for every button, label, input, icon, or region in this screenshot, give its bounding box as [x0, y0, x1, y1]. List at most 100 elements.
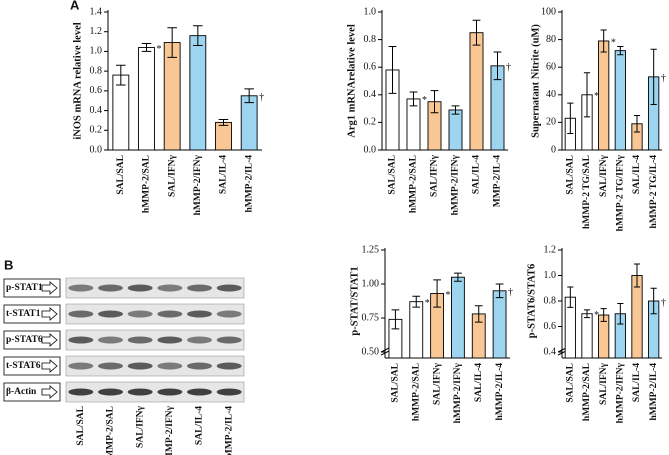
y-tick-label: 0.2: [364, 117, 377, 128]
x-tick-label: SAL/SAL: [391, 363, 401, 403]
significance-mark: *: [446, 290, 451, 301]
significance-mark: *: [422, 95, 427, 106]
error-bar: [474, 305, 483, 323]
lane-label: hMMP-2/IFNγ: [165, 405, 175, 455]
y-tick-label: 0.4: [90, 105, 103, 116]
error-bar: [451, 105, 460, 115]
band: [127, 336, 153, 344]
error-bar: [430, 90, 439, 114]
bar: [469, 32, 484, 151]
bar: [614, 50, 626, 151]
significance-mark: *: [425, 298, 430, 309]
band: [216, 284, 242, 292]
significance-mark: *: [611, 37, 616, 48]
error-bar: [583, 309, 591, 319]
blot-strip: [65, 381, 245, 403]
label-box: [3, 382, 61, 402]
band: [157, 284, 183, 292]
blot-strip: [65, 303, 245, 325]
x-tick-label: MMP-2/IL-4: [493, 155, 503, 207]
arrow: [41, 307, 58, 321]
bar: [215, 121, 232, 151]
error-bar: [193, 25, 203, 47]
band: [157, 362, 183, 370]
x-tick-label: hMMP-2/IFNγ: [451, 154, 461, 215]
significance-mark: †: [506, 62, 511, 73]
significance-mark: †: [259, 92, 264, 103]
blot-row-label: t-STAT1: [6, 309, 41, 319]
error-bar: [141, 43, 152, 52]
axis-break: [557, 347, 567, 353]
arrow: [41, 281, 58, 295]
error-bar: [567, 286, 574, 308]
x-tick-label: hMMP-2 TG/IFNγ: [616, 154, 626, 231]
western-blot: p-STAT1 t-STAT1 p-STAT6 t-STAT6 β-Actin SAL/S…: [3, 277, 245, 455]
band: [157, 388, 183, 396]
band: [98, 362, 123, 370]
x-tick-label: SAL/IL-4: [472, 155, 482, 194]
x-tick-label: SAL/IL-4: [219, 155, 229, 194]
axis-break: [380, 347, 390, 353]
error-bar: [583, 72, 591, 118]
significance-mark: *: [594, 91, 599, 102]
label-box: [3, 304, 61, 324]
band: [127, 362, 153, 370]
significance-mark: *: [156, 44, 161, 55]
chart: 0.0 0.2 0.4 0.6 0.8 1.0 1.2 1.4 iNOS mRNA relati…: [72, 6, 264, 215]
band: [187, 336, 212, 344]
error-bar: [567, 102, 574, 134]
y-tick-label: 0.4: [364, 89, 377, 100]
band: [127, 310, 153, 318]
y-tick-label: 0.4: [544, 346, 557, 357]
x-tick-label: SAL/SAL: [388, 155, 398, 195]
panel-label: B: [4, 257, 13, 272]
label-box: [3, 330, 61, 350]
bar: [409, 301, 424, 359]
error-bar: [493, 51, 502, 81]
band: [187, 388, 212, 396]
chart: 0.4 0.6 0.8 1.0 1.2 p-STAT6/STAT6 SAL/SAL * hMMP…: [526, 244, 665, 423]
band: [216, 336, 242, 344]
band: [157, 336, 183, 344]
chart: 0.0 0.2 0.4 0.6 0.8 1.0 Arg1 mRNArelative leve…: [346, 6, 511, 215]
y-tick-label: 0.6: [90, 85, 103, 96]
y-tick-label: 0.2: [90, 125, 103, 136]
y-tick-label: 0: [551, 144, 556, 155]
lane-label: SAL/IL-4: [195, 406, 205, 445]
band: [98, 336, 123, 344]
x-tick-label: hMMP-2/IFNγ: [616, 362, 626, 423]
y-tick-label: 0.75: [362, 312, 380, 323]
y-tick-label: 1.0: [544, 270, 557, 281]
band: [127, 284, 153, 292]
band: [68, 362, 94, 370]
significance-mark: *: [594, 310, 599, 321]
axis-break: [380, 350, 390, 356]
bar: [581, 313, 593, 359]
y-axis-title: iNOS mRNA relative level: [72, 22, 83, 139]
bar: [163, 42, 181, 151]
band: [68, 284, 94, 292]
label-box: [3, 356, 61, 376]
x-tick-label: hMMP-2 TG/IL-4: [649, 155, 659, 229]
error-bar: [617, 303, 624, 325]
blot-strip: [65, 355, 245, 377]
lane-label: hMMP-2/IL-4: [224, 406, 234, 455]
bar: [451, 276, 465, 359]
error-bar: [244, 88, 254, 104]
error-bar: [391, 309, 400, 330]
error-bar: [218, 118, 229, 126]
x-tick-label: hMMP-2/IFNγ: [193, 154, 203, 215]
error-bar: [600, 308, 607, 322]
y-tick-label: 1.0: [90, 46, 103, 57]
y-tick-label: 1.2: [544, 244, 557, 255]
band: [127, 388, 153, 396]
y-tick-label: 1.0: [364, 6, 377, 17]
error-bar: [650, 287, 657, 315]
x-tick-label: hMMP-2/IL-4: [649, 363, 659, 421]
x-tick-label: SAL/IL-4: [632, 363, 642, 402]
x-tick-label: SAL/SAL: [566, 363, 576, 403]
significance-mark: †: [661, 297, 666, 308]
band: [216, 362, 242, 370]
bar: [598, 40, 610, 151]
